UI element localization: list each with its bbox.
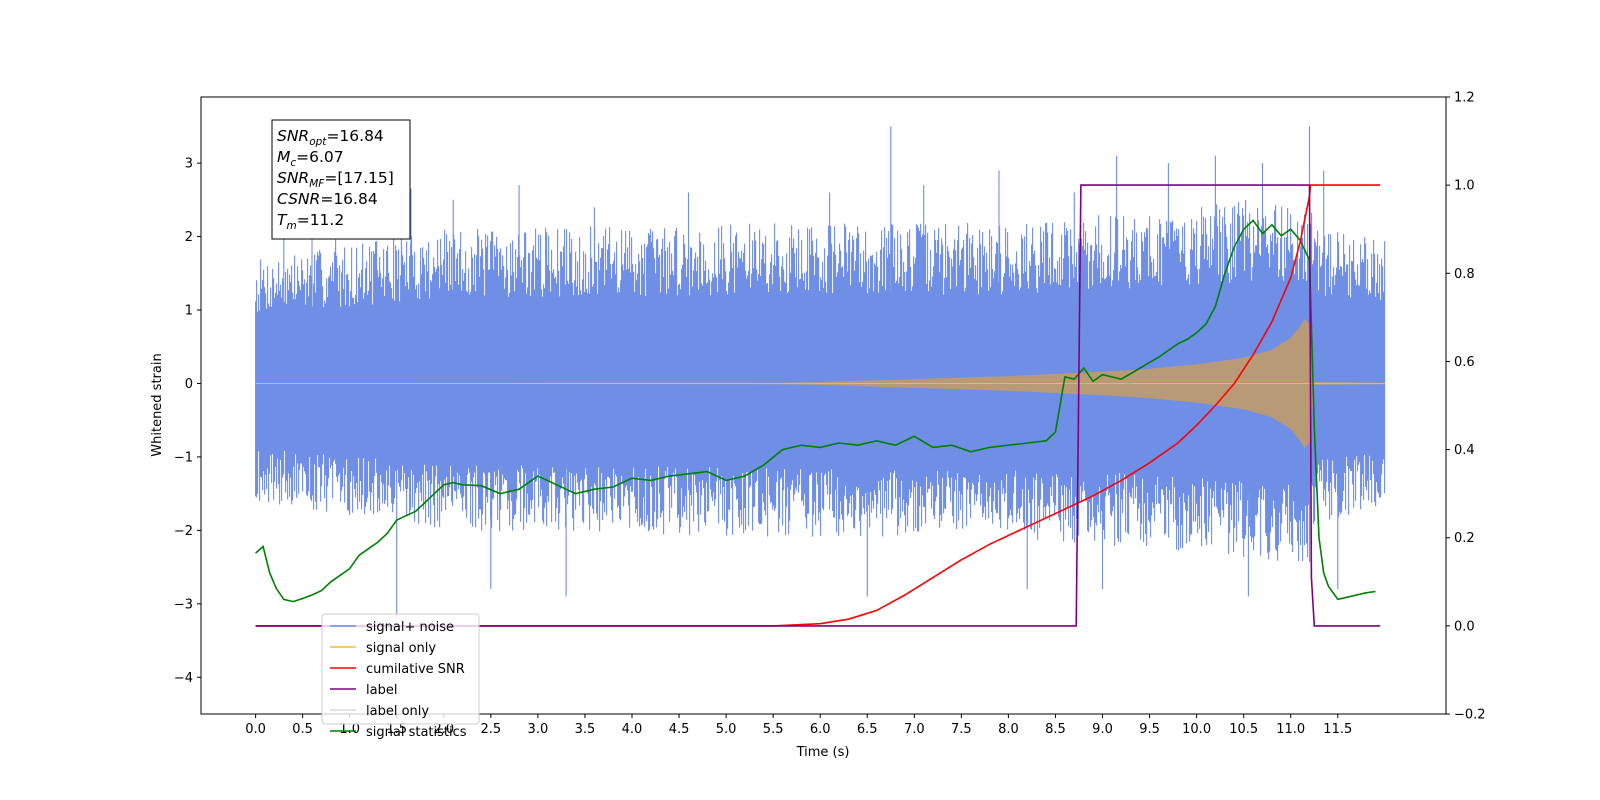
- y2-tick-label: −0.2: [1454, 708, 1486, 723]
- axes: 0.0 0.5 1.0 1.5 2.0 2.5 3.0 3.5 4.0 4.5 5.0 5.5 6.0 6…: [174, 91, 1486, 738]
- x-tick-label: 6.0: [810, 722, 831, 737]
- y2-tick-label: 0.0: [1454, 619, 1475, 634]
- legend-label: signal only: [366, 641, 436, 656]
- x-tick-label: 1.0: [339, 722, 360, 737]
- legend-label: label only: [366, 704, 429, 719]
- legend-frame: [321, 613, 480, 725]
- y-tick-label: −4: [174, 671, 193, 686]
- x-tick-label: 5.0: [716, 722, 737, 737]
- y2-tick-label: 0.4: [1454, 443, 1475, 458]
- x-tick-label: 9.0: [1092, 722, 1113, 737]
- legend: signal+ noise signal only cumilative SNR la…: [321, 613, 480, 740]
- x-tick-label: 6.5: [857, 722, 878, 737]
- y-tick-label: 1: [185, 304, 193, 319]
- y2-tick-label: 0.8: [1454, 267, 1475, 282]
- x-tick-label: 2.5: [480, 722, 501, 737]
- legend-label: signal+ noise: [366, 620, 454, 635]
- x-tick-label: 0.5: [292, 722, 313, 737]
- annotation-line: Tm=11.2: [277, 211, 344, 232]
- y-tick-label: −1: [174, 450, 193, 465]
- annotation-line: Mc=6.07: [277, 148, 344, 169]
- y-tick-label: −3: [174, 597, 193, 612]
- x-tick-label: 1.5: [386, 722, 407, 737]
- x-tick-label: 8.5: [1045, 722, 1066, 737]
- series-signal-statistics: [255, 219, 1376, 603]
- series-cumulative-snr: [255, 184, 1381, 627]
- legend-label: label: [366, 683, 397, 698]
- x-tick-label: 3.0: [528, 722, 549, 737]
- y2-tick-label: 0.2: [1454, 531, 1475, 546]
- series-label: [255, 184, 1381, 627]
- y2-tick-label: 1.0: [1454, 179, 1475, 194]
- y-tick-label: 2: [185, 230, 193, 245]
- y-tick-label: −2: [174, 524, 193, 539]
- x-tick-label: 10.5: [1229, 722, 1258, 737]
- x-tick-label: 7.0: [904, 722, 925, 737]
- x-tick-label: 4.5: [669, 722, 690, 737]
- plot-frame: [200, 96, 1447, 715]
- y2-tick-label: 1.2: [1454, 91, 1475, 106]
- x-tick-label: 7.5: [951, 722, 972, 737]
- x-tick-label: 2.0: [433, 722, 454, 737]
- annotation-line: CSNR=16.84: [277, 190, 378, 208]
- annotation-line: SNRopt=16.84: [277, 127, 384, 148]
- y-axis-label: Whitened strain: [150, 353, 165, 456]
- x-tick-label: 8.0: [998, 722, 1019, 737]
- legend-label: cumilative SNR: [366, 662, 465, 677]
- annotation-box: SNRopt=16.84Mc=6.07SNRMF=[17.15]CSNR=16.…: [271, 119, 411, 240]
- plot-area: [255, 126, 1386, 627]
- x-tick-label: 5.5: [763, 722, 784, 737]
- annotation-line: SNRMF=[17.15]: [277, 169, 394, 190]
- annotation-frame: [271, 119, 411, 240]
- legend-label: signal statistics: [366, 725, 467, 740]
- x-tick-label: 11.0: [1276, 722, 1305, 737]
- x-axis-label: Time (s): [796, 745, 850, 760]
- y-tick-label: 0: [185, 377, 193, 392]
- y-tick-label: 3: [185, 157, 193, 172]
- x-tick-label: 4.0: [622, 722, 643, 737]
- y2-tick-label: 0.6: [1454, 355, 1475, 370]
- x-tick-label: 11.5: [1323, 722, 1352, 737]
- x-tick-label: 10.0: [1182, 722, 1211, 737]
- x-tick-label: 0.0: [245, 722, 266, 737]
- x-tick-label: 9.5: [1139, 722, 1160, 737]
- x-tick-label: 3.5: [575, 722, 596, 737]
